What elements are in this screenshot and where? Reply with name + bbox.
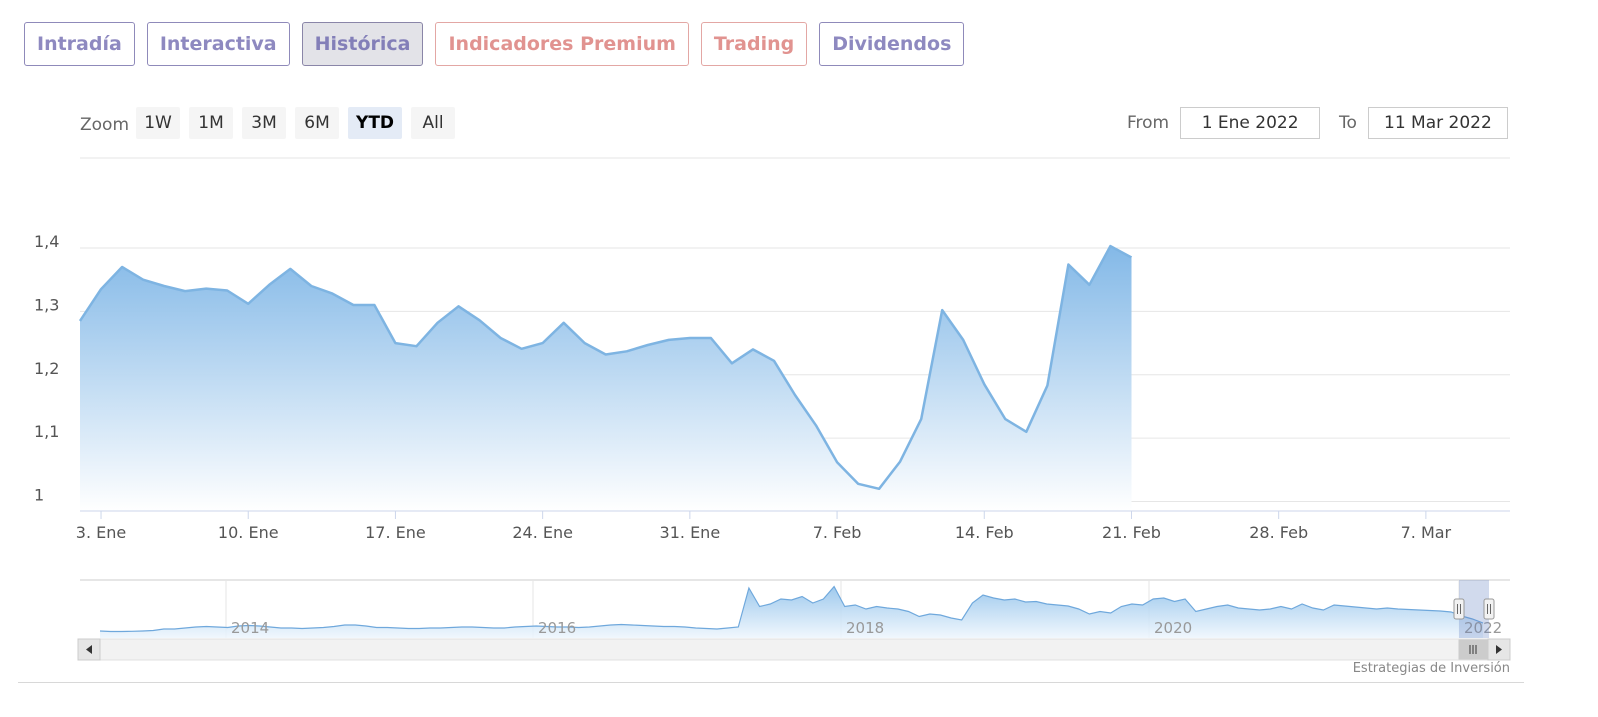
from-date-input[interactable]: 1 Ene 2022: [1180, 107, 1321, 139]
zoom-label: Zoom: [80, 115, 130, 135]
zoom-button-3m[interactable]: 3M: [242, 107, 287, 139]
navigator-left-handle[interactable]: [1453, 598, 1465, 620]
x-tick-label: 7. Mar: [1401, 523, 1452, 542]
navigator-year-label: 2014: [231, 619, 269, 637]
zoom-button-6m[interactable]: 6M: [295, 107, 340, 139]
x-tick-label: 14. Feb: [955, 523, 1014, 542]
navigator-year-label: 2022: [1464, 619, 1502, 637]
y-tick-label: 1: [34, 485, 44, 504]
zoom-button-all[interactable]: All: [411, 107, 456, 139]
x-tick-label: 17. Ene: [365, 523, 426, 542]
tab-trading[interactable]: Trading: [700, 22, 808, 66]
navigator-area: [100, 586, 1483, 638]
y-tick-label: 1,1: [34, 422, 59, 441]
tab-indicadores-premium[interactable]: Indicadores Premium: [435, 22, 689, 66]
price-area: [80, 246, 1132, 511]
tab-intradia[interactable]: Intradía: [24, 22, 135, 66]
range-selector: Zoom 1W 1M 3M 6M YTD All: [80, 106, 464, 140]
x-tick-label: 10. Ene: [218, 523, 279, 542]
navigator-line: [99, 585, 1484, 633]
handle-body[interactable]: [1453, 598, 1465, 620]
handle-body[interactable]: [1483, 598, 1495, 620]
zoom-button-ytd[interactable]: YTD: [348, 107, 403, 139]
chevron-right-icon: [1496, 645, 1502, 654]
tab-dividendos[interactable]: Dividendos: [819, 22, 965, 66]
x-tick-label: 28. Feb: [1249, 523, 1308, 542]
zoom-button-1m[interactable]: 1M: [189, 107, 234, 139]
x-tick-label: 7. Feb: [813, 523, 862, 542]
tab-historica[interactable]: Histórica: [301, 22, 424, 66]
navigator-year-label: 2016: [538, 619, 576, 637]
date-range-from: From 1 Ene 2022: [1127, 106, 1321, 140]
zoom-button-1w[interactable]: 1W: [136, 107, 181, 139]
navigator-right-handle[interactable]: [1483, 598, 1495, 620]
scrollbar-track[interactable]: [77, 638, 1511, 661]
scrollbar-thumb[interactable]: [1458, 639, 1489, 660]
navigator-year-label: 2018: [846, 619, 884, 637]
y-tick-label: 1,2: [34, 359, 59, 378]
x-tick-label: 24. Ene: [512, 523, 573, 542]
x-tick-label: 31. Ene: [660, 523, 721, 542]
price-line: [78, 244, 1133, 491]
x-tick-label: 21. Feb: [1102, 523, 1161, 542]
to-date-input[interactable]: 11 Mar 2022: [1367, 107, 1508, 139]
from-label: From: [1127, 113, 1170, 133]
date-range-to: To 11 Mar 2022: [1339, 106, 1508, 140]
navigator-year-label: 2020: [1154, 619, 1192, 637]
tab-interactiva[interactable]: Interactiva: [146, 22, 290, 66]
to-label: To: [1339, 113, 1357, 133]
chevron-left-icon: [86, 645, 92, 654]
y-tick-label: 1,4: [34, 232, 59, 251]
credits-link[interactable]: Estrategias de Inversión: [1352, 661, 1510, 676]
chart-type-tabs: Intradía Interactiva Histórica Indicador…: [24, 22, 965, 66]
divider: [18, 682, 1524, 683]
x-tick-label: 3. Ene: [76, 523, 126, 542]
y-tick-label: 1,3: [34, 295, 59, 314]
